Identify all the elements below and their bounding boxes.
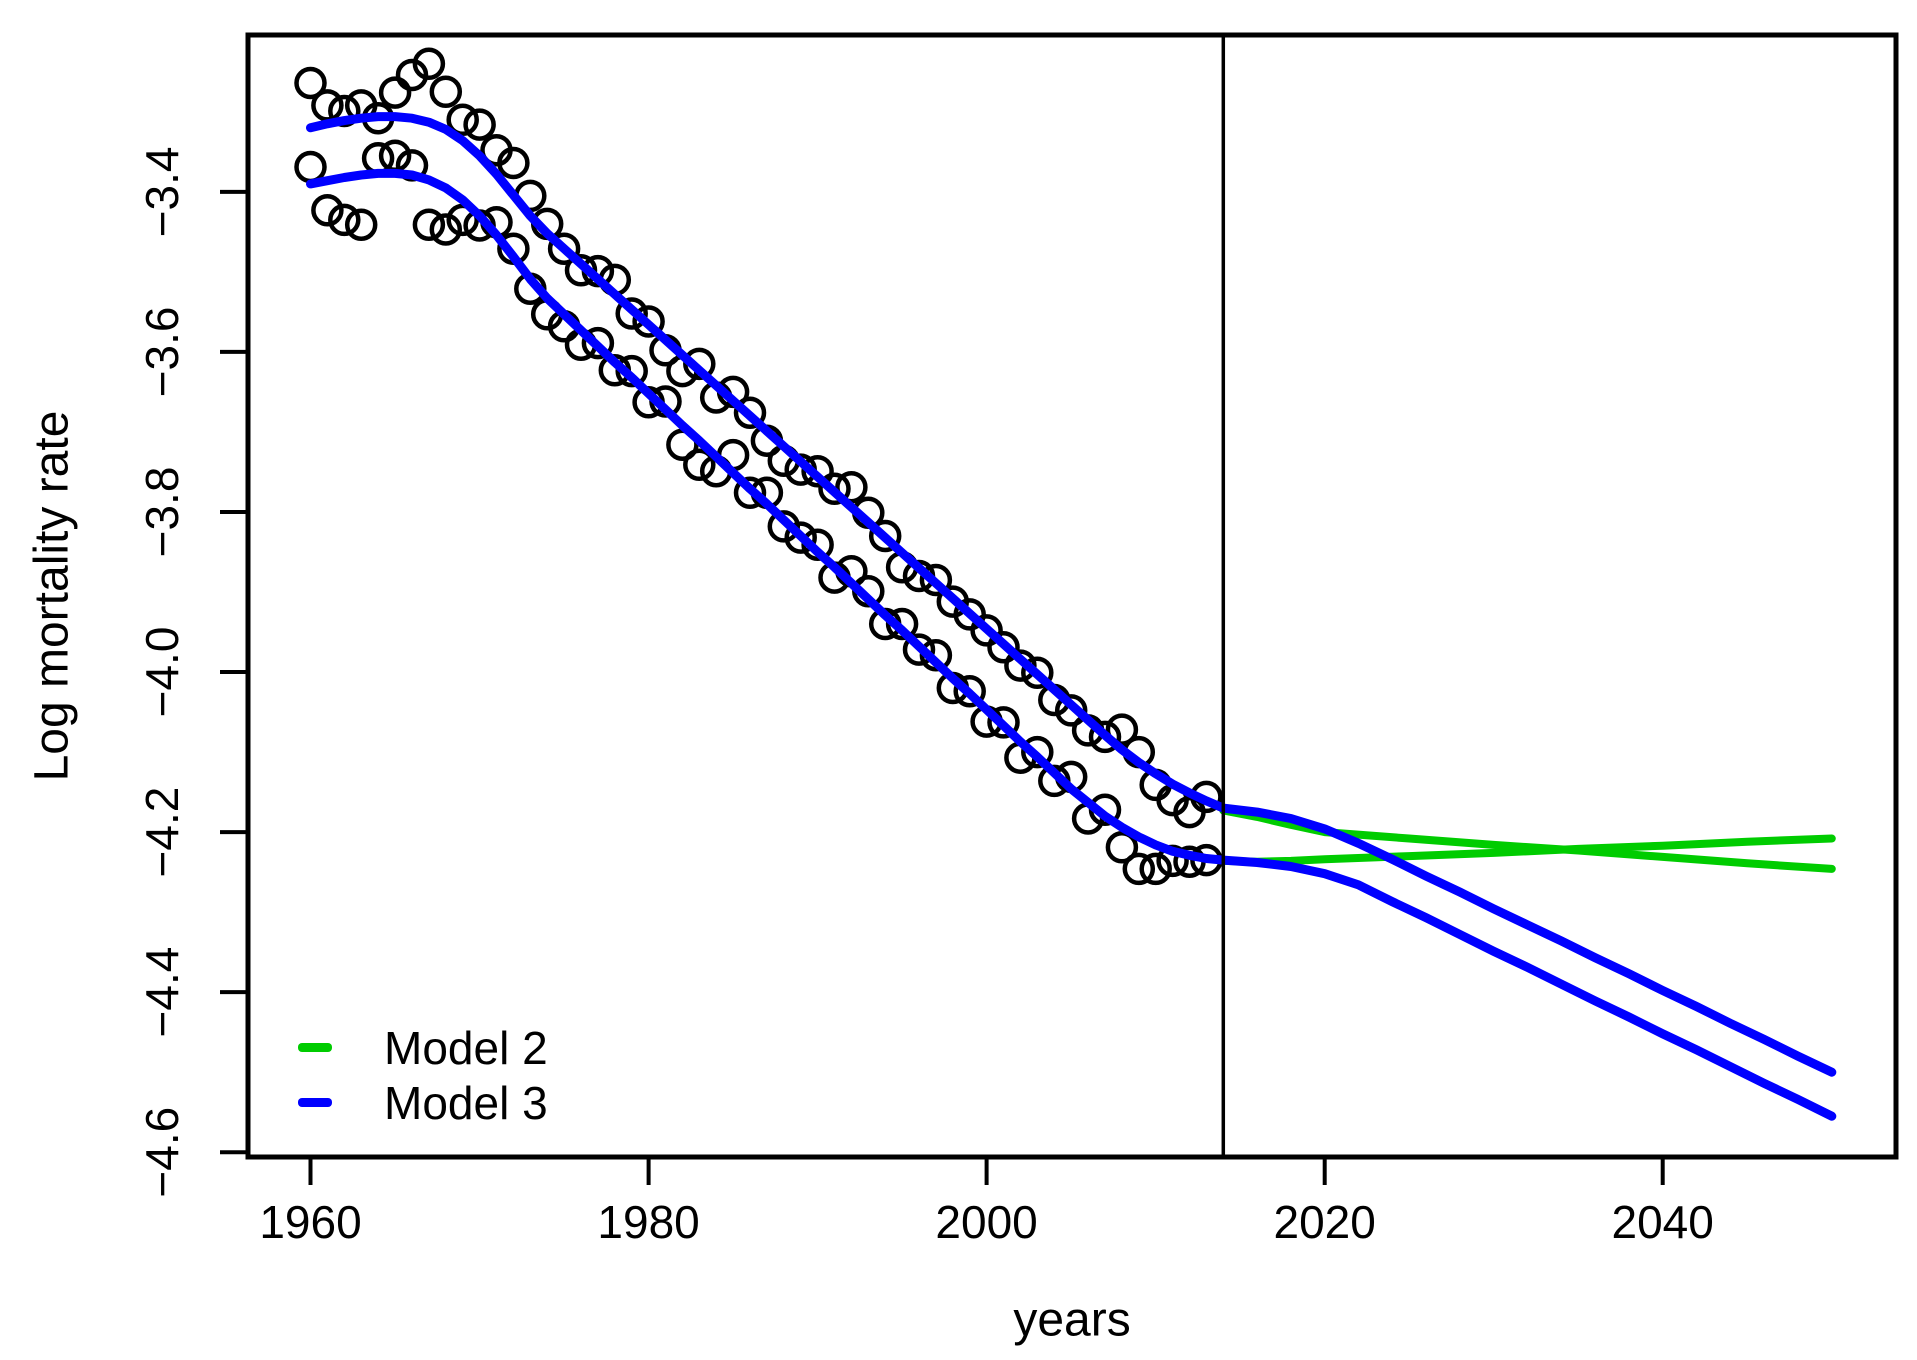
- data-point-upper-series: [733, 396, 767, 429]
- data-point-upper-series: [868, 519, 902, 553]
- legend-item-model2: Model 2: [298, 1020, 548, 1075]
- model2-forecast-lower-line: [1219, 834, 1836, 866]
- y-axis-tick-label: −4.0: [136, 627, 188, 718]
- x-axis-tick-label: 2000: [935, 1196, 1037, 1248]
- data-point-upper-series: [1105, 713, 1139, 746]
- data-point-upper-series: [801, 454, 834, 488]
- y-axis-tick-label: −4.2: [136, 787, 188, 878]
- data-point-upper-series: [987, 630, 1020, 664]
- legend: Model 2 Model 3: [298, 1020, 548, 1130]
- model3-line-swatch: [298, 1098, 332, 1107]
- data-point-upper-series: [632, 305, 665, 338]
- data-point-lower-series: [767, 510, 801, 543]
- y-axis-tick-label: −4.4: [136, 947, 188, 1038]
- data-point-upper-series: [378, 76, 412, 109]
- x-axis-tick-label: 1960: [259, 1196, 361, 1248]
- data-point-upper-series: [311, 89, 344, 122]
- data-point-upper-series: [953, 598, 986, 631]
- x-axis-tick-label: 1980: [597, 1196, 699, 1248]
- model3-fit-lower-line: [306, 168, 1228, 865]
- data-point-upper-series: [294, 66, 327, 100]
- data-point-lower-series: [581, 326, 615, 360]
- model3-forecast-lower-line: [1218, 855, 1837, 1121]
- data-point-lower-series: [885, 607, 919, 641]
- y-axis-tick-label: −3.6: [136, 306, 188, 397]
- data-point-lower-series: [344, 208, 378, 241]
- x-axis-tick-label: 2020: [1274, 1196, 1376, 1248]
- data-point-upper-series: [1021, 656, 1054, 690]
- data-point-upper-series: [1088, 720, 1122, 754]
- data-point-lower-series: [1021, 735, 1054, 769]
- legend-label-model3: Model 3: [384, 1076, 548, 1129]
- data-point-upper-series: [615, 297, 648, 330]
- data-point-upper-series: [547, 232, 581, 265]
- x-axis-title: years: [1013, 1293, 1131, 1347]
- data-point-lower-series: [311, 194, 344, 227]
- model2-line-swatch: [298, 1043, 332, 1052]
- data-point-lower-series: [953, 674, 986, 708]
- plot-border: [245, 32, 1899, 1160]
- data-point-upper-series: [970, 614, 1003, 647]
- data-point-lower-series: [615, 354, 648, 388]
- data-point-upper-series: [818, 472, 851, 506]
- data-point-upper-series: [497, 146, 530, 180]
- data-point-lower-series: [412, 208, 446, 241]
- data-point-upper-series: [683, 347, 716, 381]
- data-point-lower-series: [902, 633, 936, 666]
- data-point-lower-series: [429, 213, 463, 246]
- data-point-lower-series: [1122, 852, 1156, 886]
- x-axis-tick-label: 2040: [1612, 1196, 1714, 1248]
- data-point-upper-series: [446, 103, 479, 137]
- data-point-lower-series: [328, 203, 361, 237]
- data-point-lower-series: [294, 150, 327, 184]
- data-point-upper-series: [429, 75, 463, 109]
- y-axis-title: Log mortality rate: [25, 410, 79, 782]
- data-point-lower-series: [1105, 831, 1139, 864]
- y-axis-tick-label: −3.4: [136, 146, 188, 237]
- data-point-upper-series: [395, 58, 429, 92]
- data-point-lower-series: [784, 521, 817, 554]
- data-point-upper-series: [412, 47, 446, 81]
- data-point-lower-series: [683, 448, 716, 482]
- legend-label-model2: Model 2: [384, 1021, 548, 1074]
- data-point-lower-series: [733, 476, 767, 510]
- model3-forecast-upper-line: [1218, 803, 1837, 1077]
- y-axis-tick-label: −4.6: [136, 1107, 188, 1198]
- data-point-lower-series: [1139, 852, 1172, 886]
- data-point-upper-series: [1004, 649, 1037, 682]
- legend-item-model3: Model 3: [298, 1075, 548, 1130]
- model3-fit-upper-line: [306, 112, 1228, 813]
- data-point-upper-series: [1054, 694, 1088, 727]
- data-point-lower-series: [987, 706, 1020, 739]
- data-point-upper-series: [564, 254, 598, 287]
- data-point-upper-series: [919, 563, 953, 597]
- y-axis-tick-label: −3.8: [136, 467, 188, 558]
- data-point-upper-series: [463, 108, 496, 141]
- model2-forecast-upper-line: [1219, 806, 1836, 873]
